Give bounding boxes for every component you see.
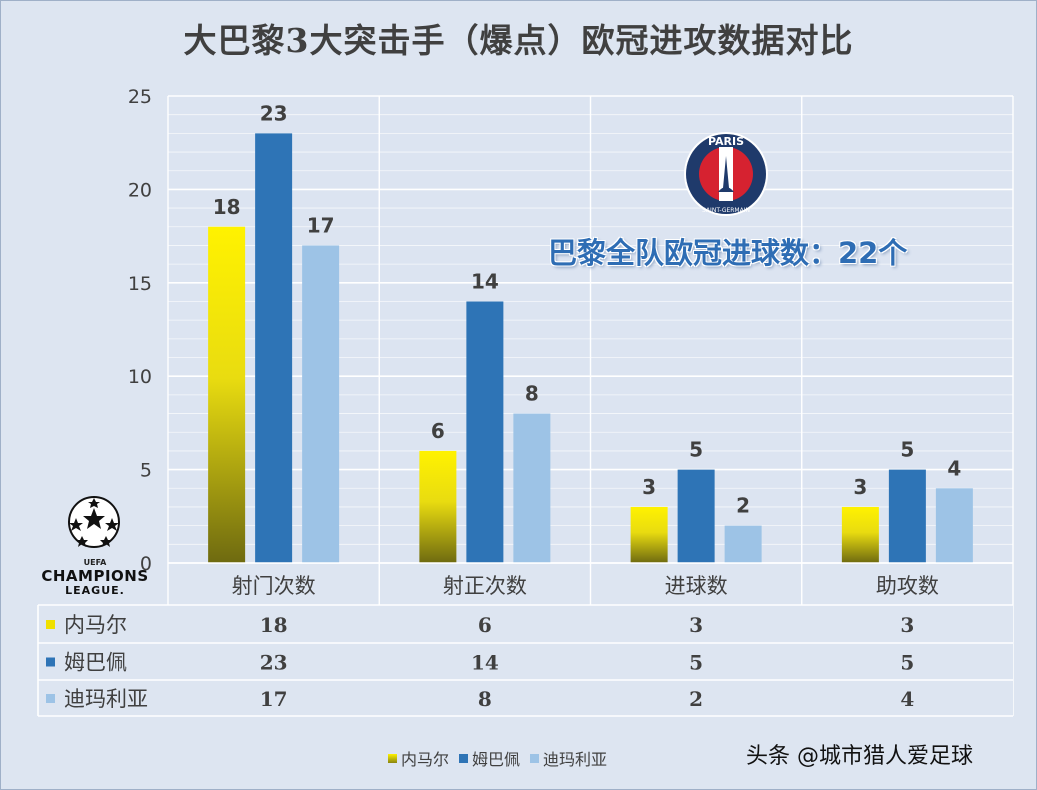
data-table	[38, 605, 1013, 716]
ucl-logo-league: LEAGUE.	[65, 584, 125, 597]
psg-logo: PARIS SAINT-GERMAIN	[682, 130, 770, 222]
table-cell: 6	[478, 613, 492, 637]
table-cell: 4	[900, 687, 914, 711]
legend-item-0: 内马尔	[388, 746, 449, 770]
table-swatch-2	[46, 694, 55, 703]
bar-0-1	[419, 450, 457, 563]
table-cell: 2	[689, 687, 703, 711]
table-cell: 8	[478, 687, 492, 711]
bar-2-1	[513, 413, 551, 563]
y-tick-label: 15	[128, 273, 152, 295]
chart-legend: 内马尔 姆巴佩 迪玛利亚	[388, 746, 607, 770]
psg-logo-bottom-text: SAINT-GERMAIN	[702, 207, 750, 214]
bar-2-0	[302, 245, 340, 563]
table-cell: 17	[260, 687, 288, 711]
data-label: 3	[853, 475, 867, 499]
data-label: 3	[642, 475, 656, 499]
data-label: 18	[213, 195, 241, 219]
table-cell: 3	[900, 613, 914, 637]
data-label: 2	[736, 494, 750, 518]
table-swatch-1	[46, 657, 55, 667]
table-cell: 3	[689, 613, 703, 637]
bar-0-2	[630, 506, 668, 563]
data-label: 23	[260, 101, 288, 125]
y-tick-label: 5	[140, 460, 152, 482]
ucl-logo-uefa: UEFA	[83, 558, 107, 567]
bar-1-2	[677, 469, 715, 563]
table-row-label: 迪玛利亚	[64, 687, 148, 711]
table-row-label: 内马尔	[64, 613, 127, 637]
table-cell: 18	[260, 613, 288, 637]
legend-swatch-1	[459, 753, 469, 763]
bar-0-3	[841, 506, 879, 563]
data-label: 5	[900, 438, 914, 462]
legend-item-1: 姆巴佩	[459, 746, 520, 770]
legend-swatch-2	[530, 753, 540, 763]
table-row-label: 姆巴佩	[64, 651, 127, 675]
watermark: 头条 @城市猎人爱足球	[746, 744, 973, 769]
legend-label-2: 迪玛利亚	[543, 750, 608, 769]
starball-icon	[68, 496, 120, 548]
legend-item-2: 迪玛利亚	[530, 746, 607, 770]
bar-2-2	[724, 525, 762, 563]
team-goals-note: 巴黎全队欧冠进球数：22个	[548, 236, 908, 270]
data-label: 17	[307, 213, 335, 237]
legend-label-0: 内马尔	[401, 750, 450, 769]
psg-logo-top-text: PARIS	[708, 135, 744, 148]
category-label: 射门次数	[232, 574, 316, 598]
data-label: 14	[471, 269, 499, 293]
legend-swatch-0	[388, 753, 397, 763]
table-cell: 14	[471, 651, 499, 675]
table-cell: 5	[900, 651, 914, 675]
bar-1-0	[255, 133, 293, 564]
bar-2-3	[935, 488, 973, 563]
bar-1-3	[888, 469, 926, 563]
y-tick-label: 25	[128, 86, 152, 108]
table-cell: 23	[260, 651, 288, 675]
table-swatch-0	[46, 620, 55, 629]
category-label: 进球数	[665, 574, 728, 598]
table-cell: 5	[689, 651, 703, 675]
bar-1-1	[466, 301, 504, 563]
ucl-logo: UEFA CHAMPIONS LEAGUE.	[36, 496, 154, 602]
category-label: 助攻数	[876, 574, 939, 598]
chart-title: 大巴黎3大突击手（爆点）欧冠进攻数据对比	[183, 21, 854, 60]
y-tick-label: 0	[140, 553, 152, 575]
data-label: 8	[525, 382, 539, 406]
y-tick-label: 10	[128, 366, 152, 388]
ucl-logo-champions: CHAMPIONS	[41, 567, 149, 585]
y-tick-label: 20	[128, 179, 152, 201]
data-label: 6	[431, 419, 445, 443]
bar-0-0	[208, 226, 246, 563]
legend-label-1: 姆巴佩	[472, 750, 521, 769]
data-label: 4	[947, 456, 961, 480]
data-label: 5	[689, 438, 703, 462]
category-label: 射正次数	[443, 574, 527, 598]
